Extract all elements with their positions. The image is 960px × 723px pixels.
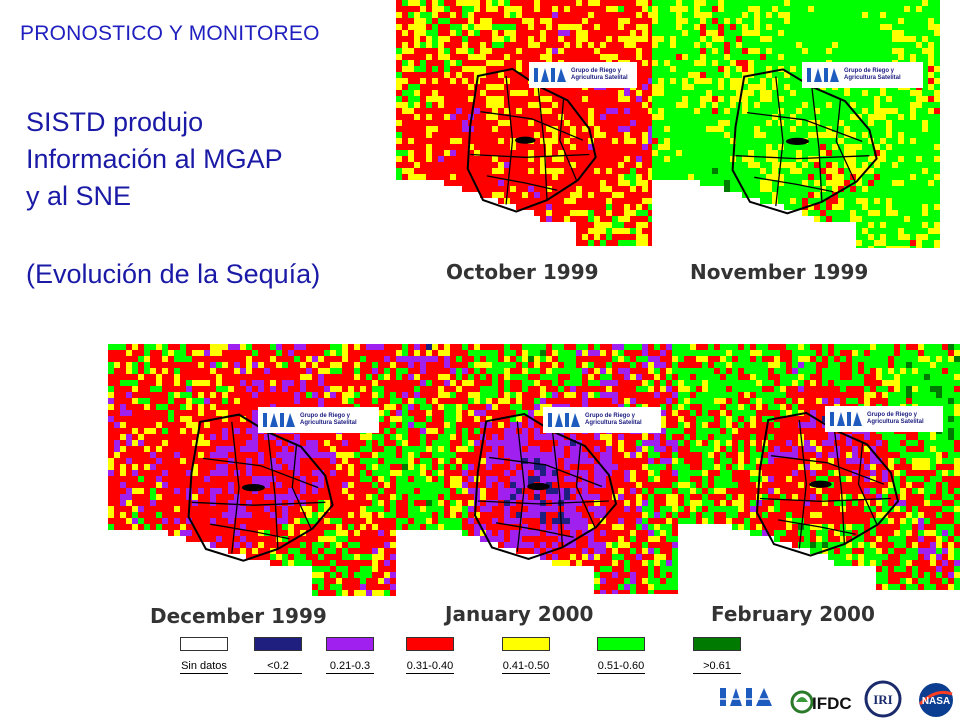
overlay-line-2: Agricultura Satelital: [844, 75, 901, 82]
legend-underline: [502, 673, 550, 674]
page-header: PRONOSTICO Y MONITOREO: [20, 22, 320, 46]
legend-label: Sin datos: [169, 660, 239, 672]
overlay-line-1: Grupo de Riego y: [585, 413, 642, 420]
legend-label: 0.41-0.50: [491, 660, 561, 672]
overlay-line-1: Grupo de Riego y: [867, 412, 924, 419]
overlay-line-1: Grupo de Riego y: [300, 413, 357, 420]
inia-mark-icon: [829, 410, 863, 428]
legend-swatch: [180, 637, 228, 651]
overlay-line-2: Agricultura Satelital: [571, 75, 628, 82]
legend-label: <0.2: [243, 660, 313, 672]
legend-label: 0.51-0.60: [586, 660, 656, 672]
inia-mark-icon: [533, 66, 567, 84]
overlay-line-1: Grupo de Riego y: [844, 68, 901, 75]
nasa-text: NASA: [922, 696, 950, 707]
iri-logo: IRI: [864, 680, 902, 718]
legend-label: 0.31-0.40: [395, 660, 465, 672]
body-line-4: (Evolución de la Sequía): [26, 256, 320, 293]
map-caption: February 2000: [711, 602, 875, 626]
nasa-logo: NASA: [916, 682, 956, 718]
overlay-line-2: Agricultura Satelital: [867, 419, 924, 426]
legend-underline: [326, 673, 374, 674]
body-line-1: SISTD produjo: [26, 104, 203, 141]
map-caption: November 1999: [690, 260, 868, 284]
legend-underline: [254, 673, 302, 674]
ifdc-logo: IFDC: [790, 688, 860, 716]
legend-underline: [597, 673, 645, 674]
inia-mark-icon: [262, 411, 296, 429]
legend-label: 0.21-0.3: [315, 660, 385, 672]
overlay-line-2: Agricultura Satelital: [585, 420, 642, 427]
map-caption: October 1999: [446, 260, 599, 284]
body-line-2: Información al MGAP: [26, 141, 283, 178]
body-line-3: y al SNE: [26, 178, 131, 215]
legend-underline: [693, 673, 741, 674]
map-caption: December 1999: [150, 604, 327, 628]
legend-swatch: [502, 637, 550, 651]
inia-mark-icon: [547, 411, 581, 429]
inia-mark-icon: [806, 66, 840, 84]
ifdc-text: IFDC: [812, 694, 852, 713]
legend-swatch: [406, 637, 454, 651]
legend-swatch: [597, 637, 645, 651]
legend-swatch: [693, 637, 741, 651]
overlay-line-1: Grupo de Riego y: [571, 68, 628, 75]
legend-swatch: [254, 637, 302, 651]
legend-underline: [406, 673, 454, 674]
map-caption: January 2000: [445, 602, 593, 626]
iri-text: IRI: [873, 692, 893, 707]
legend-underline: [180, 673, 228, 674]
legend-swatch: [326, 637, 374, 651]
inia-logo: [718, 684, 786, 710]
legend-label: >0.61: [682, 660, 752, 672]
overlay-line-2: Agricultura Satelital: [300, 420, 357, 427]
